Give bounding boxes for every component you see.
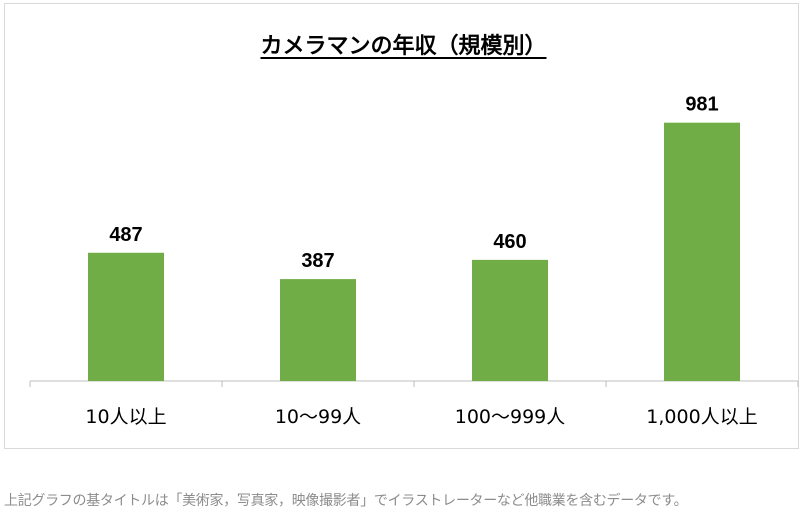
bar-chart: 487 10人以上 387 10〜99人 460 100〜999人 981 1,000人以上 (29, 94, 799, 428)
category-label: 10人以上 (85, 406, 166, 428)
chart-title: カメラマンの年収（規模別） (0, 28, 807, 60)
bar-2 (472, 259, 548, 381)
data-label: 487 (109, 224, 142, 246)
bar-3 (664, 122, 740, 382)
category-label: 10〜99人 (275, 406, 361, 428)
bar-0 (88, 252, 164, 381)
data-label: 387 (301, 250, 334, 272)
data-label: 460 (493, 231, 526, 253)
data-label: 981 (685, 94, 718, 116)
category-label: 1,000人以上 (646, 406, 757, 428)
bar-1 (280, 279, 356, 381)
category-label: 100〜999人 (455, 406, 566, 428)
footnote: 上記グラフの基タイトルは「美術家，写真家，映像撮影者」でイラストレーターなど他職… (4, 493, 688, 509)
chart-area (4, 3, 799, 449)
chart-title-text: カメラマンの年収（規模別） (260, 34, 547, 59)
